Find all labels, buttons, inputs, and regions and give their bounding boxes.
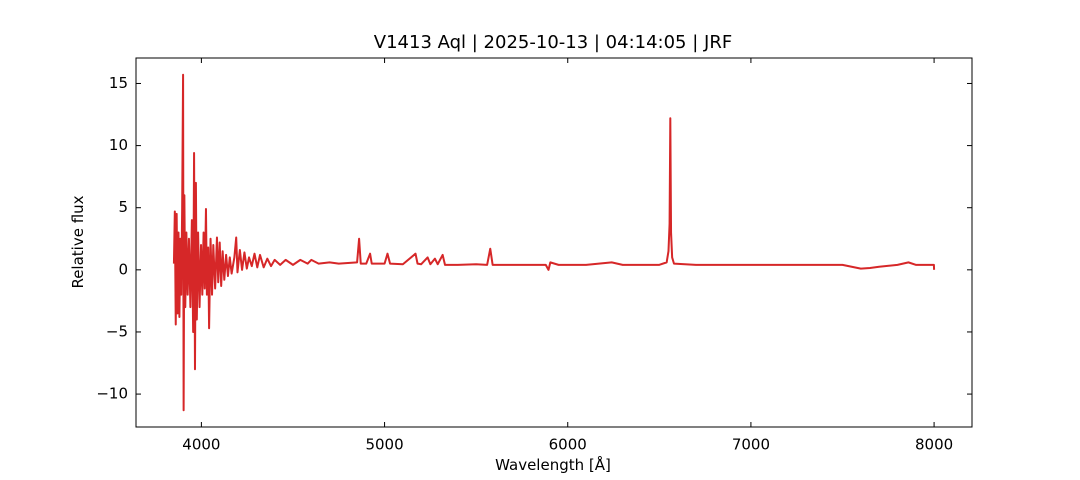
y-tick-label: 5 <box>118 198 128 216</box>
x-tick-label: 6000 <box>549 436 587 454</box>
x-tick-label: 4000 <box>182 436 220 454</box>
y-tick-label: 0 <box>118 260 128 278</box>
x-axis-label: Wavelength [Å] <box>495 455 611 474</box>
x-tick-label: 7000 <box>732 436 770 454</box>
y-tick-label: 10 <box>109 136 128 154</box>
x-tick-label: 5000 <box>365 436 403 454</box>
y-tick-label: 15 <box>109 74 128 92</box>
x-tick-label: 8000 <box>915 436 953 454</box>
spectrum-line <box>172 73 936 412</box>
y-tick-label: −10 <box>96 385 128 403</box>
y-tick-label: −5 <box>106 322 128 340</box>
y-axis-label: Relative flux <box>69 195 87 288</box>
plot-frame <box>135 57 973 428</box>
chart-title: V1413 Aql | 2025-10-13 | 04:14:05 | JRF <box>374 32 732 53</box>
